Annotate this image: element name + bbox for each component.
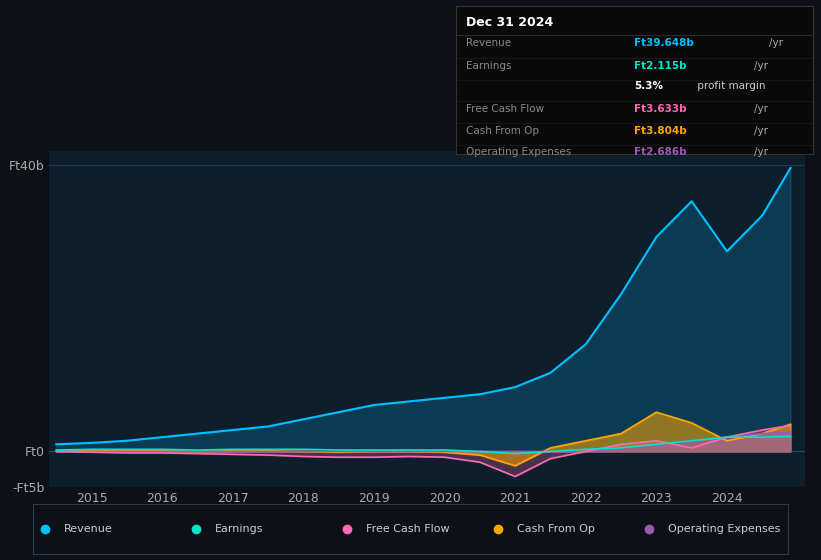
Text: Free Cash Flow: Free Cash Flow (466, 104, 544, 114)
Text: Cash From Op: Cash From Op (517, 524, 595, 534)
Text: Ft39.648b: Ft39.648b (635, 38, 694, 48)
Text: Revenue: Revenue (64, 524, 112, 534)
Text: Ft3.633b: Ft3.633b (635, 104, 687, 114)
Text: 5.3%: 5.3% (635, 81, 663, 91)
Text: Earnings: Earnings (215, 524, 264, 534)
Text: /yr: /yr (754, 60, 768, 71)
Text: Operating Expenses: Operating Expenses (668, 524, 781, 534)
Text: /yr: /yr (754, 104, 768, 114)
Text: Earnings: Earnings (466, 60, 511, 71)
Text: profit margin: profit margin (695, 81, 766, 91)
Text: Free Cash Flow: Free Cash Flow (366, 524, 450, 534)
Text: /yr: /yr (754, 147, 768, 157)
Text: Ft2.115b: Ft2.115b (635, 60, 687, 71)
Text: Ft2.686b: Ft2.686b (635, 147, 687, 157)
Text: Cash From Op: Cash From Op (466, 126, 539, 136)
Text: /yr: /yr (754, 126, 768, 136)
Text: Dec 31 2024: Dec 31 2024 (466, 16, 553, 29)
Text: Revenue: Revenue (466, 38, 511, 48)
Text: Operating Expenses: Operating Expenses (466, 147, 571, 157)
Text: /yr: /yr (769, 38, 783, 48)
Text: Ft3.804b: Ft3.804b (635, 126, 687, 136)
